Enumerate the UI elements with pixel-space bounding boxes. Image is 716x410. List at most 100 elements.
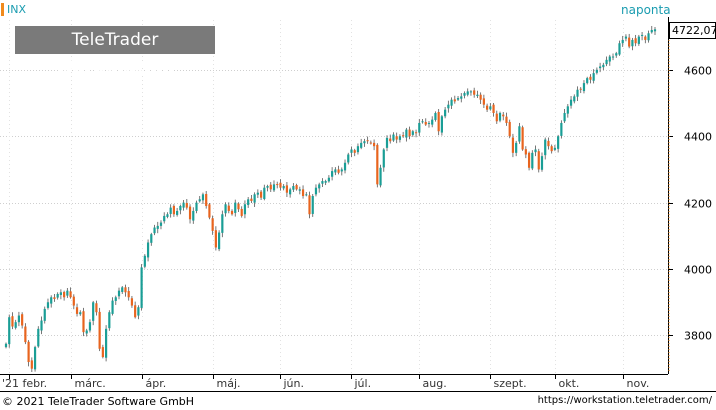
candle <box>243 200 247 219</box>
candle <box>482 94 485 108</box>
candle <box>69 287 72 299</box>
candle <box>408 126 411 140</box>
candle <box>434 111 437 122</box>
last-price-label: 4722,07 <box>669 22 716 39</box>
candle <box>79 310 82 316</box>
candle <box>27 340 30 367</box>
candle <box>476 90 479 99</box>
candle <box>647 30 650 43</box>
y-tick-label: 3800 <box>684 330 712 343</box>
candle <box>508 119 511 139</box>
brand-part1: TeleTrader <box>71 30 159 50</box>
candle <box>363 138 366 147</box>
candle <box>573 94 576 104</box>
candle <box>247 196 250 208</box>
candle <box>305 192 308 197</box>
candle <box>615 51 618 58</box>
y-axis: 3800 4000 4200 4400 4600 <box>668 65 712 343</box>
candle <box>331 167 334 181</box>
candle <box>537 148 540 173</box>
copyright-text: © 2021 TeleTrader Software GmbH <box>2 395 195 408</box>
candle <box>201 192 205 204</box>
candle <box>372 139 376 151</box>
candle <box>369 140 372 145</box>
candle <box>227 202 230 214</box>
candle <box>82 307 85 337</box>
candle <box>59 289 62 300</box>
candle <box>460 93 463 103</box>
candle <box>8 314 11 348</box>
candle <box>75 303 79 317</box>
candle <box>473 87 476 98</box>
candle <box>192 207 195 224</box>
candle <box>356 143 360 155</box>
candle <box>463 91 466 99</box>
candle <box>56 292 59 300</box>
candle <box>143 254 146 269</box>
candle <box>327 175 330 183</box>
brand-logo: TeleTrader WorkStation <box>15 26 215 78</box>
candle <box>353 148 356 157</box>
ticker-label[interactable]: INX <box>7 3 27 16</box>
candle <box>595 67 598 75</box>
candle <box>218 230 221 252</box>
candle <box>389 134 392 144</box>
candle <box>33 345 37 372</box>
candle <box>295 183 298 191</box>
candle <box>53 293 56 302</box>
footer-url-link[interactable]: https://workstation.teletrader.com/ <box>537 395 712 406</box>
candle <box>502 111 505 121</box>
candle <box>418 118 421 136</box>
candle <box>104 325 108 362</box>
candle <box>582 80 586 94</box>
candle <box>298 186 301 195</box>
candle <box>589 74 592 84</box>
candle <box>205 191 208 209</box>
candle <box>424 118 427 126</box>
candle <box>505 112 508 126</box>
candle <box>259 190 263 200</box>
candle <box>40 316 43 335</box>
candle <box>453 95 456 104</box>
candle <box>557 134 560 153</box>
candle <box>256 189 259 198</box>
candle <box>230 209 234 216</box>
candle <box>188 204 192 224</box>
x-tick-label: ápr. <box>146 377 167 390</box>
candle <box>586 76 589 85</box>
candle <box>111 297 114 316</box>
candle <box>314 184 318 197</box>
candle <box>644 35 647 44</box>
candle <box>266 184 269 192</box>
candle <box>37 326 40 348</box>
candle <box>395 132 398 144</box>
candle <box>398 134 402 143</box>
candle <box>166 212 169 219</box>
candle <box>153 224 156 236</box>
candle <box>421 118 424 124</box>
candlestick-series <box>4 25 657 372</box>
candle <box>140 264 143 311</box>
candle <box>130 295 134 308</box>
candle <box>498 111 502 123</box>
candle <box>382 148 385 172</box>
candle <box>263 184 266 201</box>
candle <box>456 96 460 102</box>
candle <box>195 200 198 214</box>
candle <box>427 120 431 128</box>
interval-label[interactable]: naponta <box>621 3 671 17</box>
candle <box>92 300 95 326</box>
candle <box>402 131 405 138</box>
candle <box>411 129 414 137</box>
candle <box>634 34 637 47</box>
candle <box>14 319 17 330</box>
candle <box>450 97 453 109</box>
candle <box>285 182 289 197</box>
candle <box>592 69 595 84</box>
candle <box>250 195 253 203</box>
x-axis: '21 febr. márc. ápr. máj. jún. júl. aug. szept.… <box>2 374 649 390</box>
candle <box>101 344 104 359</box>
candle <box>11 312 14 330</box>
candle <box>479 92 482 105</box>
x-tick-label: máj. <box>217 377 241 390</box>
